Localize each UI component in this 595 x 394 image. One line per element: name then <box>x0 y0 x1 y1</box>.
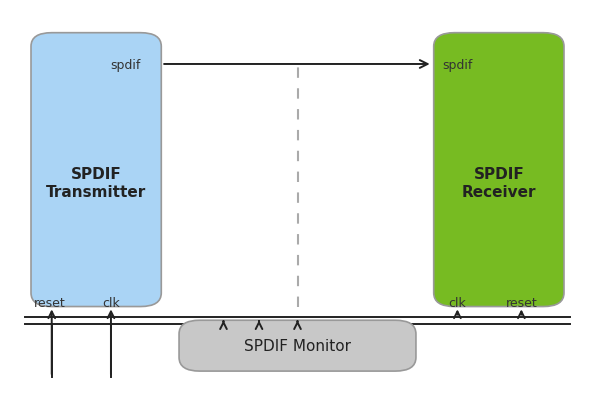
Text: clk: clk <box>449 297 466 310</box>
Text: spdif: spdif <box>110 59 140 72</box>
Text: reset: reset <box>34 297 66 310</box>
FancyBboxPatch shape <box>434 33 564 307</box>
FancyBboxPatch shape <box>179 320 416 371</box>
Text: reset: reset <box>506 297 537 310</box>
Text: SPDIF Monitor: SPDIF Monitor <box>244 339 351 354</box>
FancyBboxPatch shape <box>31 33 161 307</box>
Text: SPDIF
Transmitter: SPDIF Transmitter <box>46 167 146 199</box>
Text: clk: clk <box>102 297 120 310</box>
Text: SPDIF
Receiver: SPDIF Receiver <box>462 167 536 199</box>
Text: spdif: spdif <box>443 59 473 72</box>
